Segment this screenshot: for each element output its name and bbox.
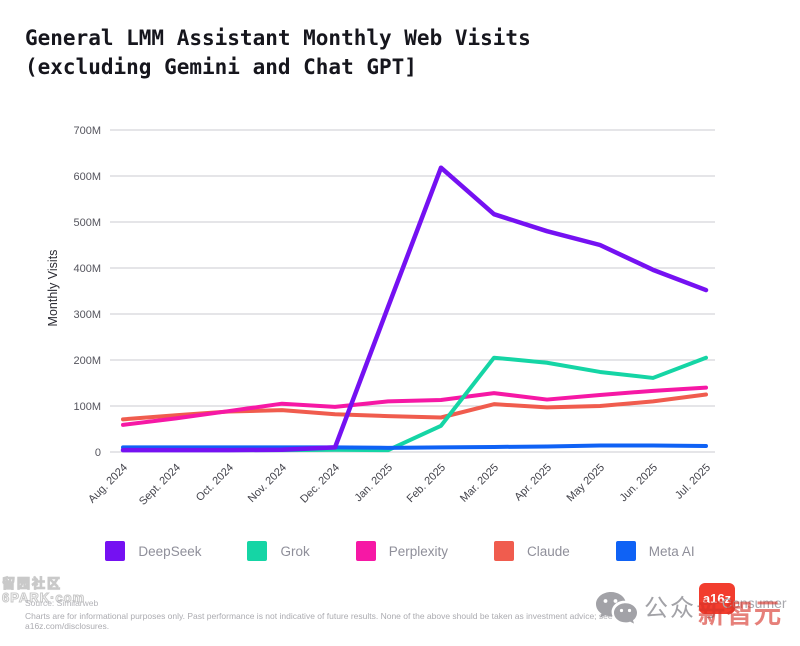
y-tick-label: 500M bbox=[73, 217, 101, 229]
x-tick-label: Jan. 2025 bbox=[352, 462, 395, 505]
line-chart: 0 100M 200M 300M 400M 500M 600M 700M Monthly Vis… bbox=[46, 125, 715, 508]
source-note: Source: Similarweb bbox=[25, 598, 99, 608]
y-tick-label: 200M bbox=[73, 355, 101, 367]
x-tick-label: Feb. 2025 bbox=[405, 462, 449, 506]
y-tick-label: 0 bbox=[95, 447, 101, 459]
sixpark-watermark-url: 6PARK·com bbox=[1, 590, 86, 605]
legend-swatch-meta-ai bbox=[615, 541, 636, 561]
y-tick-label: 300M bbox=[73, 309, 101, 321]
series-line-deepseek bbox=[120, 165, 709, 453]
y-tick-label: 600M bbox=[73, 171, 101, 183]
sixpark-watermark-cn: 留园社区 bbox=[1, 576, 63, 591]
legend-label-perplexity: Perplexity bbox=[388, 543, 449, 559]
x-tick-label: Oct. 2024 bbox=[194, 462, 236, 504]
a16z-consumer-label: Consumer bbox=[722, 595, 787, 611]
y-tick-label: 100M bbox=[73, 401, 101, 413]
series-line-meta-ai bbox=[121, 443, 708, 450]
legend-swatch-grok bbox=[247, 541, 268, 561]
legend-item-claude: Claude bbox=[494, 541, 570, 561]
legend-label-claude: Claude bbox=[527, 543, 570, 559]
y-axis-title: Monthly Visits bbox=[46, 250, 60, 327]
series-line-perplexity bbox=[121, 385, 708, 427]
x-tick-label: Aug. 2024 bbox=[86, 462, 130, 506]
x-tick-label: Apr. 2025 bbox=[512, 462, 554, 504]
legend-item-deepseek: DeepSeek bbox=[105, 541, 201, 561]
legend-item-grok: Grok bbox=[247, 541, 310, 561]
legend-label-grok: Grok bbox=[280, 543, 310, 559]
legend-swatch-perplexity bbox=[355, 541, 376, 561]
y-tick-label: 400M bbox=[73, 263, 101, 275]
a16z-logo: a16z bbox=[699, 583, 735, 614]
legend-swatch-deepseek bbox=[105, 541, 126, 561]
disclaimer-text: Charts are for informational purposes on… bbox=[25, 611, 613, 631]
legend-label-deepseek: DeepSeek bbox=[138, 543, 202, 559]
x-tick-label: May 2025 bbox=[564, 462, 607, 505]
sixpark-watermark: 留园社区 6PARK·com bbox=[1, 576, 86, 605]
legend-label-meta-ai: Meta AI bbox=[648, 543, 695, 559]
x-tick-label: Mar. 2025 bbox=[458, 462, 501, 505]
y-tick-label: 700M bbox=[73, 125, 101, 137]
legend-item-perplexity: Perplexity bbox=[355, 541, 449, 561]
xinzhiyuan-watermark: 新智元 bbox=[698, 599, 782, 629]
x-tick-label: Jul. 2025 bbox=[673, 462, 713, 502]
chart-title: General LMM Assistant Monthly Web Visits… bbox=[25, 24, 531, 82]
legend-item-meta-ai: Meta AI bbox=[615, 541, 695, 561]
chart-title-line1: General LMM Assistant Monthly Web Visits bbox=[25, 26, 531, 50]
legend-swatch-claude bbox=[494, 541, 515, 561]
x-tick-label: Jun. 2025 bbox=[617, 462, 660, 505]
x-tick-label: Dec. 2024 bbox=[298, 462, 342, 506]
chart-legend: DeepSeek Grok Perplexity Claude Meta AI bbox=[0, 541, 800, 561]
x-tick-label: Nov. 2024 bbox=[246, 462, 289, 505]
x-tick-label: Sept. 2024 bbox=[137, 462, 183, 508]
chart-title-line2: (excluding Gemini and Chat GPT] bbox=[25, 55, 417, 79]
wechat-icon bbox=[596, 592, 637, 624]
